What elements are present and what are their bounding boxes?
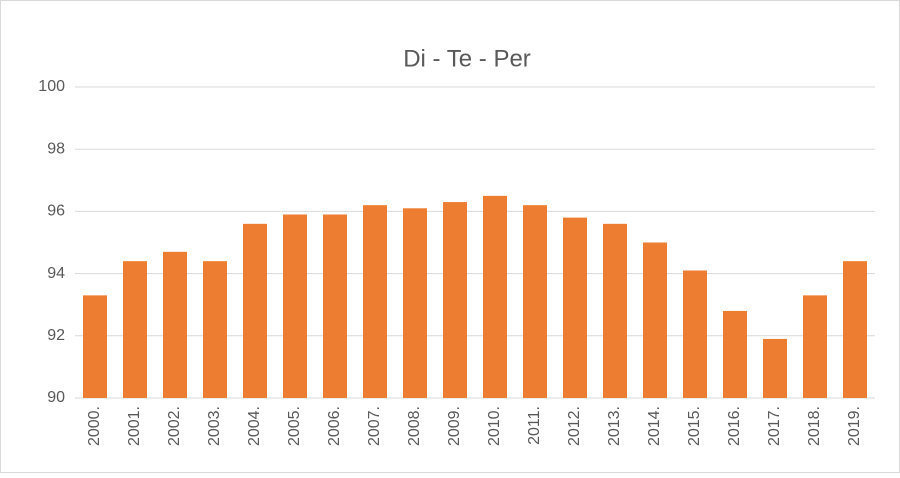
x-tick-label: 2012.: [566, 406, 583, 446]
x-tick-label: 2016.: [726, 406, 743, 446]
x-tick-label: 2002.: [166, 406, 183, 446]
bar: [363, 205, 387, 398]
y-tick-label: 94: [47, 265, 65, 282]
bar: [603, 223, 627, 398]
bar: [123, 261, 147, 398]
y-tick-label: 96: [47, 203, 65, 220]
bar: [163, 251, 187, 398]
x-tick-label: 2010.: [486, 406, 503, 446]
bar: [683, 270, 707, 398]
bar: [283, 214, 307, 398]
x-tick-label: 2006.: [326, 406, 343, 446]
x-tick-label: 2000.: [86, 406, 103, 446]
bar: [843, 261, 867, 398]
x-tick-label: 2003.: [206, 406, 223, 446]
chart-title: Di - Te - Per: [403, 45, 531, 72]
x-tick-label: 2007.: [366, 406, 383, 446]
bar: [643, 242, 667, 398]
x-tick-label: 2017.: [766, 406, 783, 446]
x-tick-label: 2015.: [686, 406, 703, 446]
bar: [483, 195, 507, 398]
x-tick-label: 2013.: [606, 406, 623, 446]
x-tick-label: 2001.: [126, 406, 143, 446]
bar: [323, 214, 347, 398]
bar: [243, 223, 267, 398]
bar: [723, 310, 747, 398]
y-tick-label: 98: [47, 140, 65, 157]
bar: [523, 205, 547, 398]
y-tick-label: 90: [47, 389, 65, 406]
y-tick-label: 100: [38, 78, 65, 95]
bar: [203, 261, 227, 398]
x-tick-label: 2008.: [406, 406, 423, 446]
x-tick-label: 2018.: [806, 406, 823, 446]
x-tick-label: 2014.: [646, 406, 663, 446]
x-tick-label: 2005.: [286, 406, 303, 446]
x-tick-label: 2011.: [526, 406, 543, 445]
bar: [763, 338, 787, 398]
bar: [563, 217, 587, 398]
bar: [403, 208, 427, 398]
bar: [443, 202, 467, 398]
x-tick-label: 2004.: [246, 406, 263, 446]
x-tick-label: 2019.: [846, 406, 863, 446]
x-tick-label: 2009.: [446, 406, 463, 446]
bar: [803, 295, 827, 398]
bar: [83, 295, 107, 398]
y-tick-label: 92: [47, 327, 65, 344]
